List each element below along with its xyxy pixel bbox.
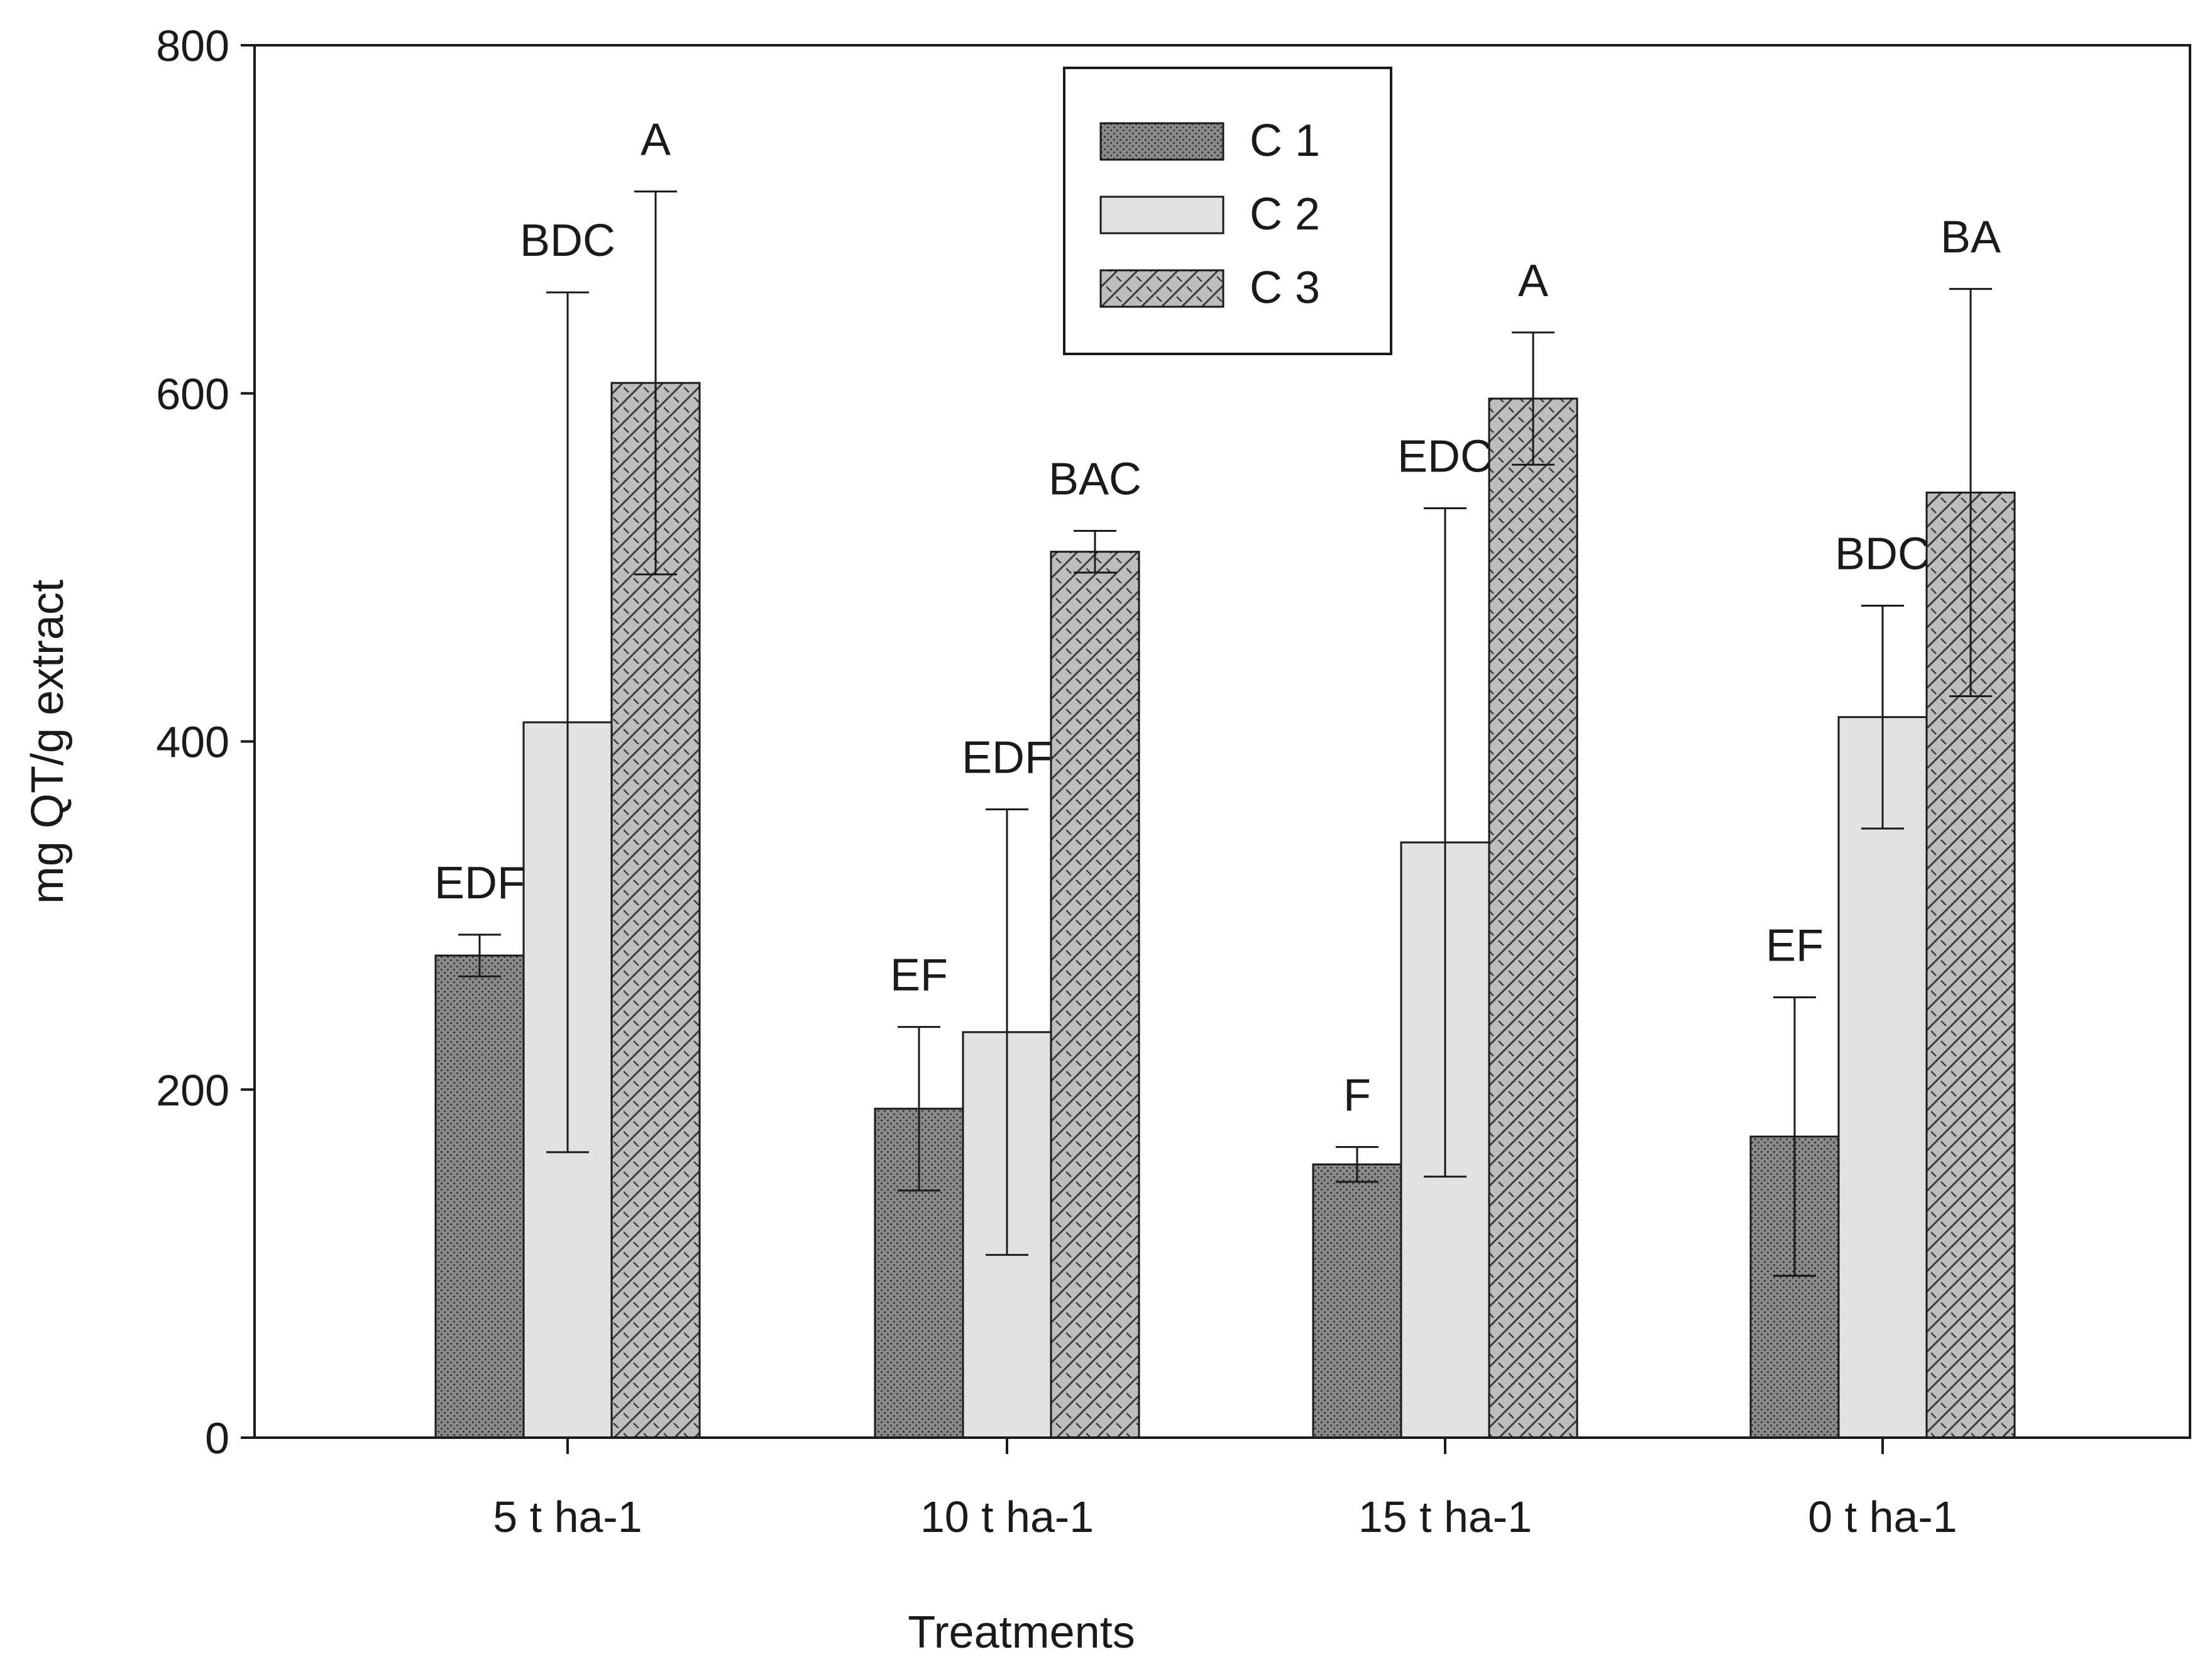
legend: C 1 C 2 C 3	[1063, 67, 1392, 355]
y-axis-title: mg QT/g extract	[23, 580, 73, 904]
bar-2-2	[1488, 397, 1578, 1439]
bar-2-0	[1312, 1163, 1402, 1439]
x-tick-label-0: 5 t ha-1	[493, 1492, 642, 1541]
legend-swatch-1	[1099, 196, 1224, 234]
x-axis-title: Treatments	[908, 1607, 1135, 1658]
sig-label-2-0: F	[1343, 1071, 1371, 1121]
y-tick-label-1: 200	[156, 1066, 229, 1115]
sig-label-0-1: BDC	[520, 216, 615, 266]
y-tick-label-0: 0	[205, 1414, 229, 1463]
y-tick-label-2: 400	[156, 718, 229, 767]
legend-label-0: C 1	[1250, 116, 1320, 166]
legend-swatch-0	[1099, 122, 1224, 161]
x-tick-label-3: 0 t ha-1	[1808, 1492, 1957, 1541]
sig-label-1-0: EF	[890, 950, 948, 1001]
x-tick-label-2: 15 t ha-1	[1358, 1492, 1532, 1541]
sig-label-3-2: BA	[1940, 212, 2001, 263]
legend-swatch-2	[1099, 269, 1224, 308]
sig-label-2-2: A	[1518, 256, 1548, 306]
plot-content: EDF BDC A EF EDF BAC F EDC A EF BDC BA	[434, 115, 2016, 1439]
sig-label-2-1: EDC	[1397, 431, 1493, 482]
x-axis: 5 t ha-1 10 t ha-1 15 t ha-1 0 t ha-1	[493, 1438, 1957, 1541]
bar-1-2	[1050, 551, 1140, 1439]
bar-3-1	[1837, 716, 1928, 1439]
sig-label-0-2: A	[641, 115, 671, 165]
sig-label-3-1: BDC	[1835, 529, 1930, 580]
bar-0-0	[434, 954, 525, 1439]
y-tick-label-4: 800	[156, 21, 229, 70]
legend-label-2: C 3	[1250, 263, 1320, 313]
sig-label-1-2: BAC	[1048, 454, 1142, 504]
y-axis: 0 200 400 600 800	[156, 21, 255, 1463]
sig-label-3-0: EF	[1766, 921, 1824, 971]
y-tick-label-3: 600	[156, 370, 229, 419]
sig-label-0-0: EDF	[434, 858, 525, 908]
sig-label-1-1: EDF	[962, 732, 1052, 783]
legend-label-1: C 2	[1250, 189, 1320, 240]
x-tick-label-1: 10 t ha-1	[920, 1492, 1094, 1541]
